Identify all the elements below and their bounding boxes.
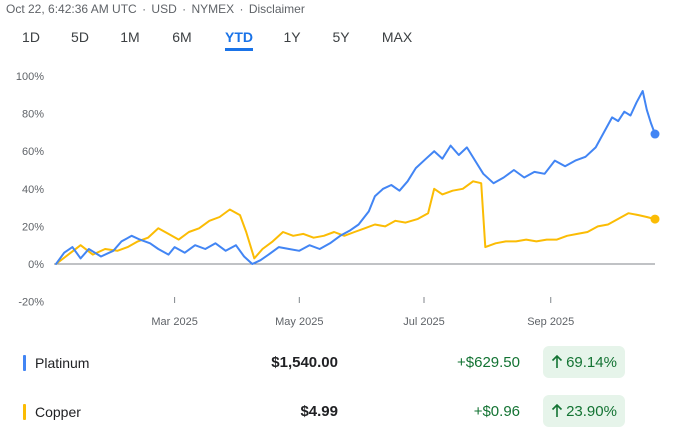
tab-5y[interactable]: 5Y — [332, 29, 350, 45]
x-tick-label: Jul 2025 — [403, 316, 445, 328]
legend-change: +$0.96 — [473, 403, 520, 420]
percent-value: 23.90% — [566, 402, 617, 420]
tab-1d[interactable]: 1D — [22, 29, 40, 45]
series-line-copper — [55, 180, 656, 265]
tab-6m[interactable]: 6M — [172, 29, 192, 45]
percent-value: 69.14% — [566, 353, 617, 371]
x-tick-label: Mar 2025 — [151, 316, 197, 328]
comparison-chart[interactable]: 100% 80% 60% 40% 20% 0% -20% Mar 2025 May 2025 Ju… — [0, 60, 683, 335]
legend-row-platinum[interactable]: Platinum $1,540.00 +$629.50 69.14% — [0, 346, 683, 380]
legend-name: Platinum — [35, 355, 90, 371]
separator: · — [239, 2, 244, 16]
x-tick-label: Sep 2025 — [527, 316, 574, 328]
series-endpoint-copper — [650, 214, 660, 224]
tab-1y[interactable]: 1Y — [283, 29, 301, 45]
legend-price: $1,540.00 — [271, 354, 338, 371]
y-tick-label: 60% — [22, 146, 44, 158]
tab-1m[interactable]: 1M — [120, 29, 140, 45]
legend-price: $4.99 — [300, 403, 338, 420]
legend-row-copper[interactable]: Copper $4.99 +$0.96 23.90% — [0, 395, 683, 429]
platinum-swatch — [23, 355, 26, 371]
copper-swatch — [23, 404, 26, 420]
series-line-platinum — [55, 90, 656, 265]
y-tick-label: -20% — [18, 297, 44, 309]
chart-canvas[interactable]: 100% 80% 60% 40% 20% 0% -20% Mar 2025 May 2025 Ju… — [0, 60, 683, 335]
separator: · — [142, 2, 147, 16]
tab-5d[interactable]: 5D — [71, 29, 89, 45]
exchange: NYMEX — [191, 2, 235, 16]
y-tick-label: 20% — [22, 221, 44, 233]
tab-max[interactable]: MAX — [381, 29, 413, 45]
percent-change-badge: 69.14% — [543, 346, 625, 378]
legend-name: Copper — [35, 404, 81, 420]
arrow-up-icon — [551, 404, 563, 417]
arrow-up-icon — [551, 355, 563, 368]
legend-change: +$629.50 — [457, 354, 520, 371]
y-tick-label: 80% — [22, 109, 44, 121]
disclaimer-link[interactable]: Disclaimer — [248, 2, 305, 16]
tab-ytd[interactable]: YTD — [225, 29, 253, 51]
series-endpoint-platinum — [650, 129, 660, 139]
time-range-tabs: 1D 5D 1M 6M YTD 1Y 5Y MAX — [0, 26, 683, 54]
quote-header: Oct 22, 6:42:36 AM UTC · USD · NYMEX · D… — [6, 2, 305, 16]
timestamp: Oct 22, 6:42:36 AM UTC — [6, 2, 137, 16]
y-tick-label: 0% — [28, 259, 44, 271]
percent-change-badge: 23.90% — [543, 395, 625, 427]
y-tick-label: 40% — [22, 184, 44, 196]
y-tick-label: 100% — [16, 71, 44, 83]
currency: USD — [151, 2, 177, 16]
x-tick-label: May 2025 — [275, 316, 323, 328]
separator: · — [182, 2, 187, 16]
